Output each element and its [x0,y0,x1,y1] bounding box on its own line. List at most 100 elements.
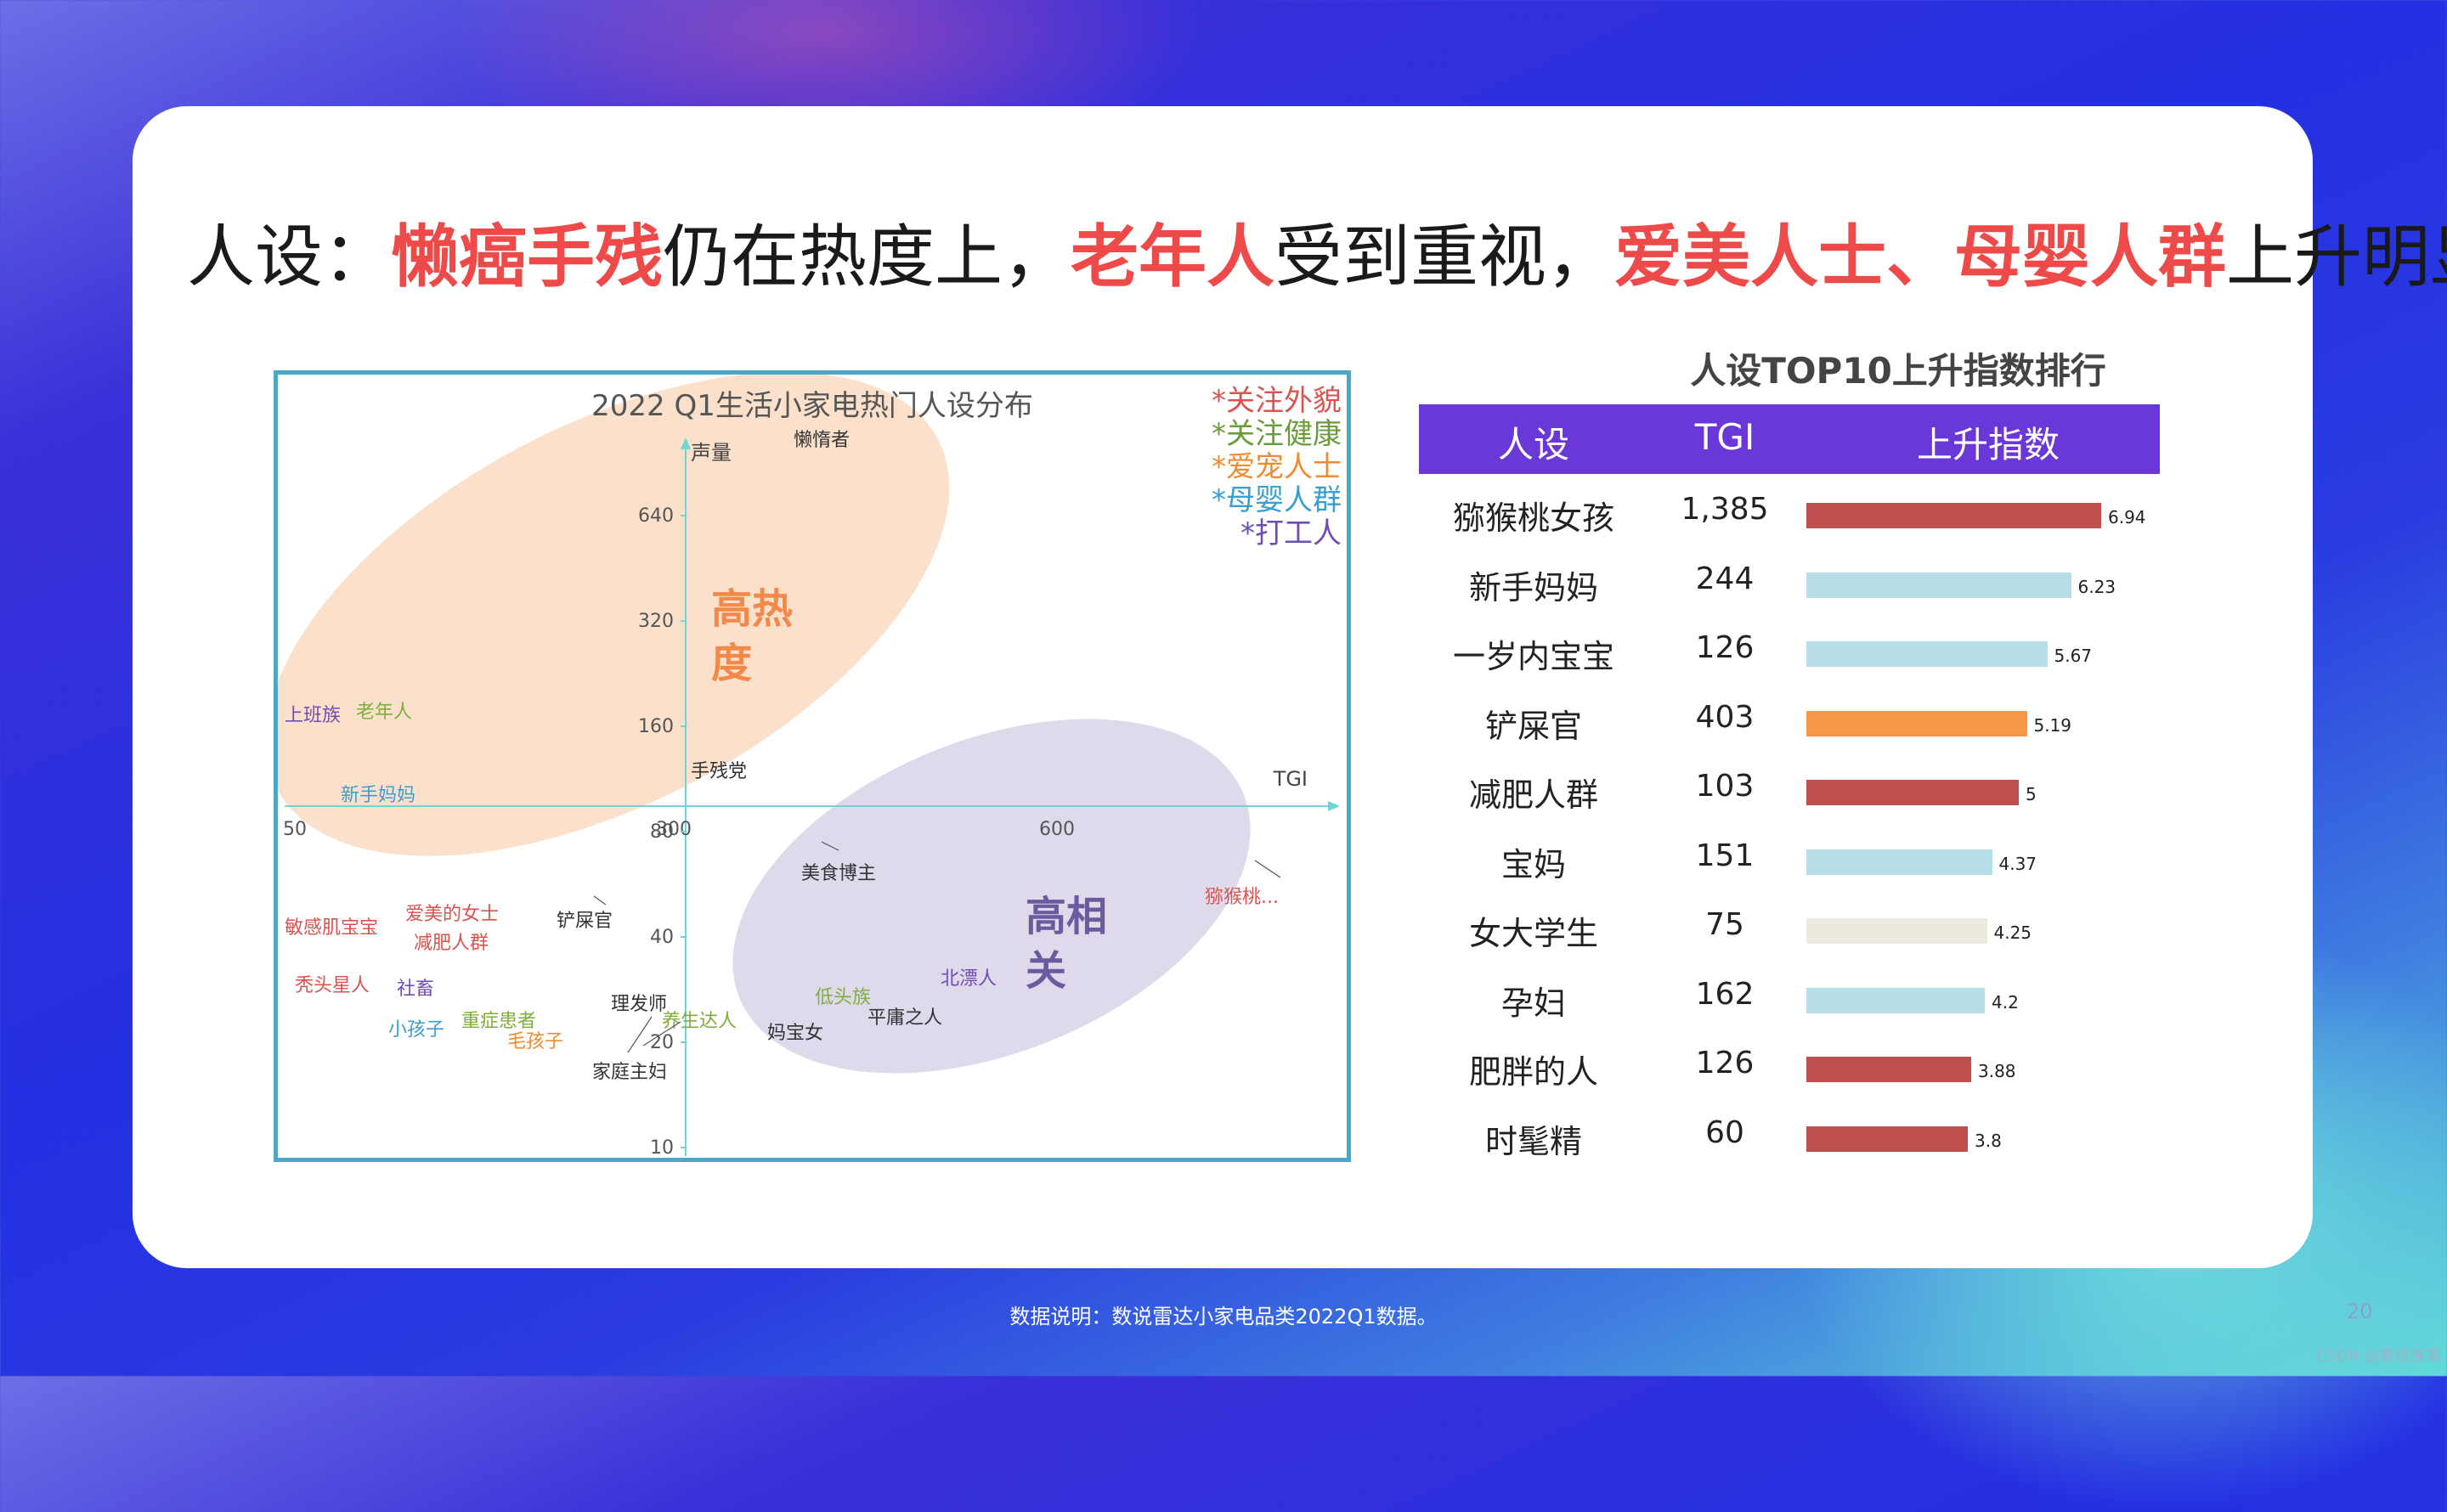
region-high-relevance [732,719,1251,1074]
headline-suffix: 上升明显 [2226,217,2447,296]
ranking-row: 女大学生 75 4.25 [1419,897,2184,965]
leader-line [627,1016,653,1053]
y-tick-label: 160 [638,716,674,737]
ranking-tgi: 162 [1695,976,1755,1012]
slide-card: 人设：懒癌手残仍在热度上，老年人受到重视，爱美人士、母婴人群上升明显 2022 … [133,106,2447,1268]
point-label: 新手妈妈 [341,785,415,806]
y-axis-label: 声量 [691,441,732,465]
point-label: 美食博主 [801,863,876,884]
x-axis-label: TGI [1273,767,1308,791]
ranking-title: 人设TOP10上升指数排行 [1690,350,2106,392]
legend-entry: *母婴人群 [1212,483,1342,517]
ranking-header: 人设 TGI 上升指数 [1419,404,2160,474]
ranking-value-label: 4.37 [1998,853,2037,874]
leader-line [642,1021,681,1047]
ranking-name: 女大学生 [1468,915,1598,952]
ranking-name: 猕猴桃女孩 [1452,499,1614,537]
point-label: 低头族 [815,987,871,1008]
legend-entry: *打工人 [1240,516,1342,550]
x-tick-label: 300 [656,819,692,840]
ranking-bar [1806,503,2101,528]
point-label: 猕猴桃... [1205,887,1279,908]
point-label: 秃头星人 [295,975,370,996]
y-tick-label: 640 [638,505,674,527]
point-label: 平庸之人 [867,1007,942,1029]
point-label: 养生达人 [662,1011,737,1032]
ranking-value-label: 3.88 [1978,1061,2016,1081]
x-axis-arrow [1328,801,1340,811]
ranking-name: 宝妈 [1500,845,1566,883]
point-label: 懒惰者 [794,430,850,451]
ranking-bar [1806,987,1985,1013]
point-label: 老年人 [356,702,412,723]
ranking-bar [1806,918,1987,944]
ranking-tgi: 103 [1695,769,1755,804]
ranking-row: 孕妇 162 4.2 [1419,967,2184,1035]
ranking-tgi: 60 [1705,1114,1744,1150]
headline-highlight-2: 老年人 [1071,217,1274,296]
headline-highlight-3: 爱美人士、母婴人群 [1614,217,2226,296]
scatter-title: 2022 Q1生活小家电热门人设分布 [591,389,1033,423]
ranking-bar [1806,1057,1971,1082]
headline-highlight-1: 懒癌手残 [391,217,663,296]
point-label: 理发师 [611,994,667,1015]
ranking-value-label: 5.67 [2054,646,2093,666]
ranking-value-label: 4.2 [1992,991,2019,1013]
ranking-bar [1806,849,1992,875]
ranking-value-label: 3.8 [1975,1130,2002,1151]
y-tick-label: 80 [650,821,674,843]
region-label-high-relevance-line1: 高相 [1026,893,1107,940]
ranking-name: 新手妈妈 [1468,568,1598,606]
region-high-heat [278,375,950,856]
watermark: CSDN @数说故事 [2316,1347,2442,1365]
ranking-row: 一岁内宝宝 126 5.67 [1419,620,2184,688]
leader-line [1254,860,1281,878]
point-label: 上班族 [285,705,341,726]
ranking-value-label: 5.19 [2033,714,2072,736]
point-label: 减肥人群 [414,933,489,954]
y-tick-label: 10 [650,1137,674,1158]
ranking-col-name: 人设 [1497,424,1569,465]
ranking-tgi: 1,385 [1681,492,1769,527]
region-label-high-heat-line2: 度 [711,640,752,687]
point-label: 爱美的女士 [405,904,499,925]
ranking-row: 肥胖的人 126 3.88 [1419,1035,2184,1103]
data-footnote: 数据说明：数说雷达小家电品类2022Q1数据。 [1009,1305,1438,1329]
region-label-high-heat-line1: 高热 [711,585,793,633]
ranking-bar [1806,710,2027,736]
ranking-tgi: 403 [1695,699,1755,735]
x-tick-label: 600 [1039,819,1075,840]
ranking-row: 铲屎官 403 5.19 [1419,690,2184,758]
page-number: 20 [2347,1300,2373,1323]
ranking-name: 一岁内宝宝 [1452,638,1614,675]
leader-line [593,895,607,906]
ranking-col-tgi: TGI [1694,416,1755,458]
ranking-name: 时髦精 [1484,1122,1582,1160]
headline-prefix: 人设： [187,217,391,296]
slide-headline: 人设：懒癌手残仍在热度上，老年人受到重视，爱美人士、母婴人群上升明显 [187,215,2447,300]
point-label: 敏感肌宝宝 [285,917,378,939]
persona-scatter-chart: 2022 Q1生活小家电热门人设分布 声量 TGI 50 300 600 640 320 160… [274,370,1351,1162]
point-label: 妈宝女 [767,1023,823,1044]
ranking-name: 肥胖的人 [1468,1053,1598,1091]
ranking-name: 孕妇 [1500,984,1566,1022]
y-axis-arrow [681,437,691,449]
ranking-name: 铲屎官 [1484,707,1582,745]
y-tick-label: 40 [650,927,674,948]
ranking-bar [1806,780,2019,805]
y-tick-label: 20 [650,1032,674,1053]
legend-entry: *关注健康 [1212,417,1342,451]
ranking-tgi: 244 [1695,561,1755,596]
point-label: 毛孩子 [507,1031,563,1052]
ranking-row: 猕猴桃女孩 1,385 6.94 [1419,482,2184,550]
ranking-value-label: 4.25 [1993,922,2032,943]
legend-entry: *关注外貌 [1212,384,1342,418]
point-label: 北漂人 [941,968,997,990]
point-label: 铲屎官 [557,911,613,932]
legend-entry: *爱宠人士 [1212,450,1342,484]
ranking-value-label: 6.94 [2108,507,2146,528]
point-label: 重症患者 [461,1011,536,1032]
leader-line [821,841,839,851]
ranking-tgi: 126 [1695,1046,1755,1080]
point-label: 小孩子 [388,1019,444,1041]
